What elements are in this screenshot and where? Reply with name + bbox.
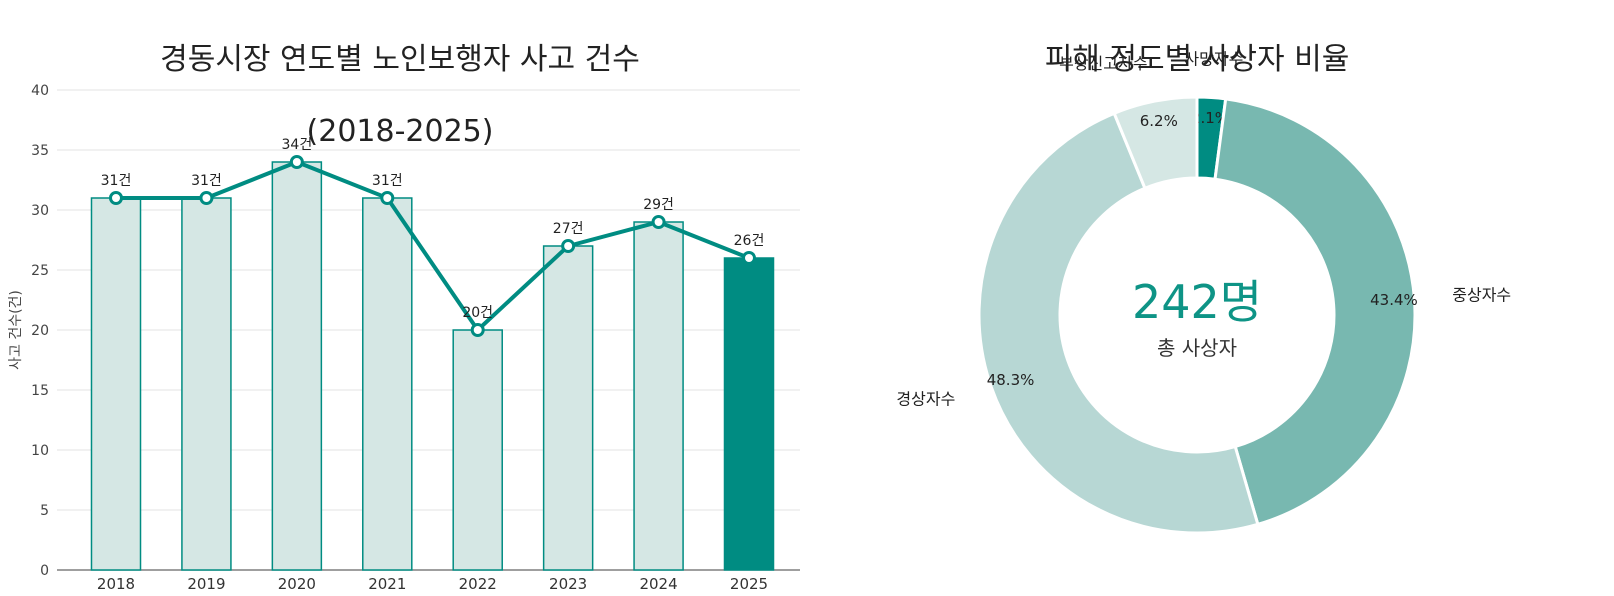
data-label: 20건 [462,305,493,321]
y-tick-label: 40 [31,83,49,99]
line-point [561,239,576,253]
x-tick-label: 2020 [278,575,316,593]
data-label: 26건 [734,233,765,249]
slice-percent-label: 6.2% [1140,112,1178,130]
y-tick-label: 15 [31,383,49,399]
donut-slice [1213,97,1417,527]
bar [271,161,323,571]
y-axis-label: 사고 건수(건) [8,290,24,370]
line-point [742,251,756,265]
bar-chart-title-line1: 경동시장 연도별 노인보행자 사고 건수 [160,42,640,77]
data-label: 29건 [643,197,674,213]
bar-chart-title: 경동시장 연도별 노인보행자 사고 건수 (2018-2025) [0,6,800,186]
slice-percent-label: 43.4% [1370,291,1418,309]
y-tick-label: 0 [40,563,49,579]
line-point [470,323,485,337]
y-tick-label: 35 [31,143,49,159]
bar [723,257,775,571]
y-tick-label: 5 [40,503,49,519]
x-tick-label: 2025 [730,575,768,593]
bar [181,197,232,571]
x-tick-label: 2019 [187,575,225,593]
donut-slice [1112,95,1199,191]
slice-percent-label: 2.1% [1191,109,1229,127]
data-label: 31건 [101,173,132,189]
donut-slice [977,111,1260,535]
data-label: 31건 [191,173,222,189]
slice-category-label: 사망자수 [1184,50,1243,69]
y-tick-label: 25 [31,263,49,279]
donut-chart-title-line1: 피해 정도별 사상자 비율 [1044,42,1350,77]
slice-category-label: 부상신고자수 [1059,54,1147,73]
center-total-value: 242명 [1132,275,1262,329]
x-tick-label: 2023 [549,575,587,593]
x-tick-label: 2021 [368,575,406,593]
donut-chart-panel: 피해 정도별 사상자 비율 (2018-2025) 2.1%사망자수43.4%중… [840,0,1614,596]
line-point [289,155,304,169]
slice-category-label: 경상자수 [896,389,955,408]
bar [452,329,503,571]
data-label: 34건 [282,137,313,153]
y-tick-label: 10 [31,443,49,459]
x-tick-label: 2018 [97,575,135,593]
data-label: 27건 [553,221,584,237]
center-total-label: 총 사상자 [1157,336,1237,360]
bar [90,197,142,571]
line-point [199,191,214,205]
y-tick-label: 30 [31,203,49,219]
bar [633,221,684,571]
line-point [380,191,395,205]
line-point [109,191,123,205]
y-tick-label: 20 [31,323,49,339]
x-tick-label: 2024 [639,575,677,593]
slice-percent-label: 48.3% [987,371,1035,389]
bar [362,197,413,571]
bar-chart-title-line2: (2018-2025) [306,114,494,149]
x-tick-label: 2022 [459,575,497,593]
bar-chart-panel: 경동시장 연도별 노인보행자 사고 건수 (2018-2025) 0 5 10 15 2… [0,0,800,596]
line-point [651,215,666,229]
trend-line [116,160,750,332]
slice-category-label: 중상자수 [1452,286,1511,305]
data-label: 31건 [372,173,403,189]
donut-chart-svg: 2.1% 사망자수 43.4% 중상자수 48.3% 경상자수 6.2% 부상신고자수 242명… [896,50,1511,535]
bar [542,245,594,571]
